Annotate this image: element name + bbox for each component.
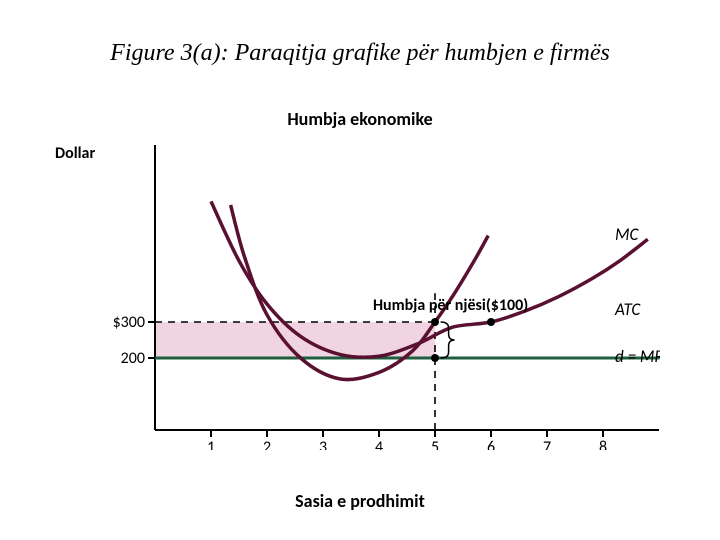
figure-title: Figure 3(a): Paraqitja grafike për humbj… [0, 40, 720, 67]
unit-loss-label: Humbja për njësi($100) [373, 296, 528, 315]
x-tick-label: 4 [375, 438, 383, 450]
x-tick-label: 7 [543, 438, 551, 450]
x-axis-label: Sasia e prodhimit [60, 490, 660, 512]
d-mr-label: d = MR [615, 346, 660, 367]
x-ticks: 1 2 3 4 5 6 7 8 [207, 430, 607, 450]
x-tick-label: 6 [487, 438, 495, 450]
y-ticks: 200 $300 [113, 313, 155, 368]
x-tick-label: 1 [207, 438, 215, 450]
figure-subtitle: Humbja ekonomike [0, 108, 720, 130]
x-tick-label: 5 [431, 438, 439, 450]
x-tick-label: 3 [319, 438, 327, 450]
mc-label: MC [615, 224, 640, 245]
x-tick-label: 8 [599, 438, 607, 450]
y-tick-label: $300 [113, 313, 145, 332]
economics-chart: 12345678 200$300 Humbja për njësi($100) … [60, 140, 660, 450]
x-tick-label: 2 [263, 438, 271, 450]
atc-label: ATC [614, 299, 641, 320]
y-tick-label: 200 [121, 349, 145, 368]
